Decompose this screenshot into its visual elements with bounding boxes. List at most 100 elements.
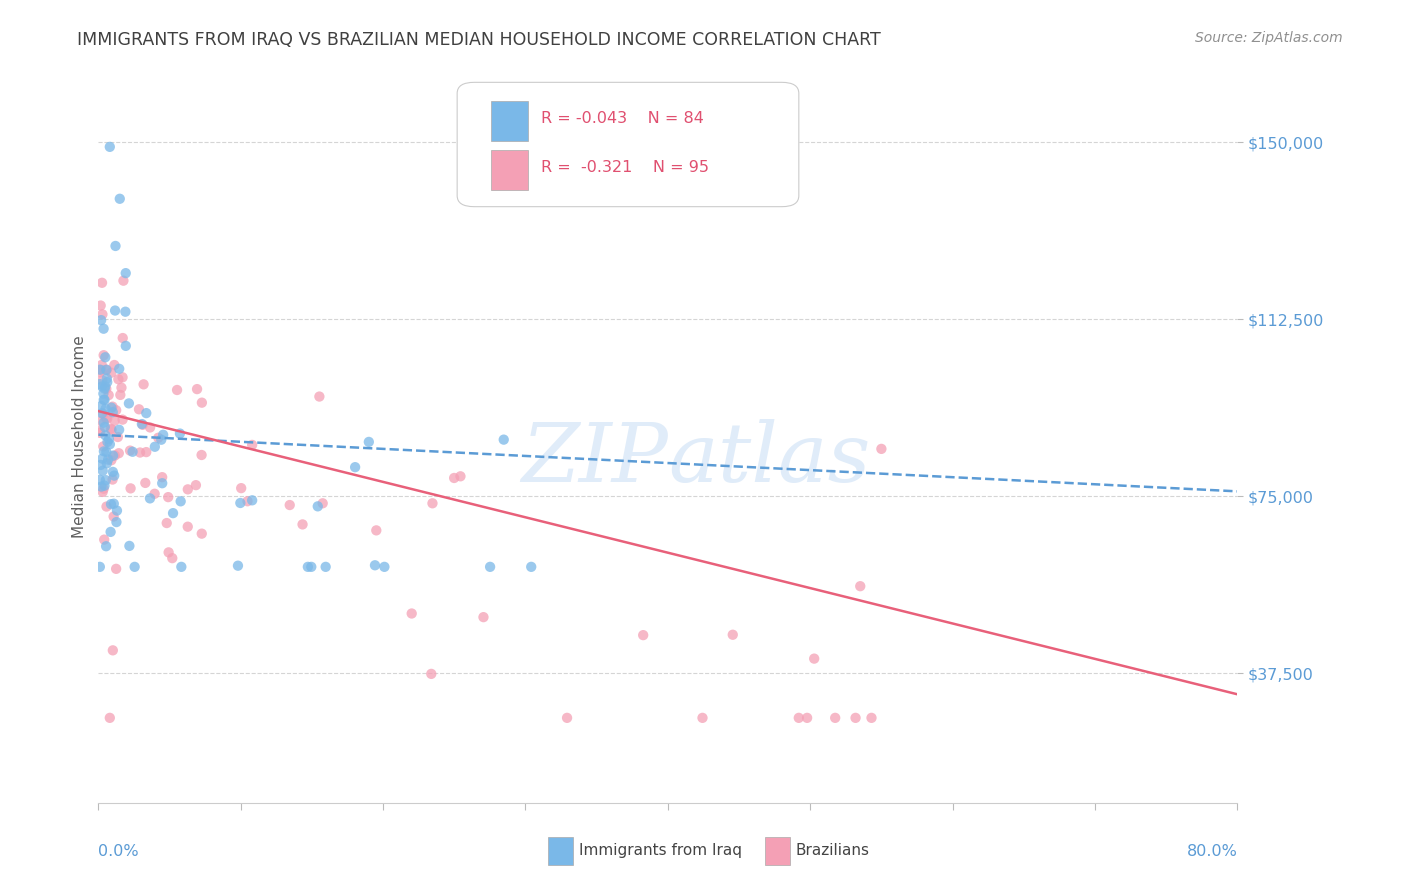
Point (91, 484, 114, 499)
Point (186, 382, 208, 396)
Point (118, 396, 141, 410)
Point (824, 711, 846, 725)
Point (100, 422, 122, 436)
Point (94, 420, 117, 434)
Point (124, 559, 146, 574)
Y-axis label: Median Household Income: Median Household Income (72, 335, 87, 539)
Point (98, 140, 121, 154)
Point (93, 482, 115, 496)
Point (97, 452, 120, 467)
Point (100, 401, 122, 415)
Point (103, 358, 125, 372)
Point (91, 451, 114, 466)
Point (231, 481, 253, 495)
Point (449, 469, 471, 483)
Point (94, 428, 117, 442)
Text: Immigrants from Iraq: Immigrants from Iraq (579, 843, 742, 858)
Point (162, 551, 184, 566)
Point (278, 498, 301, 512)
Point (312, 496, 335, 510)
Point (96, 500, 118, 514)
Point (357, 434, 380, 449)
Point (111, 370, 134, 384)
Point (121, 444, 143, 458)
Point (97, 388, 120, 402)
Point (93, 386, 115, 401)
Point (91, 407, 114, 421)
Point (139, 491, 162, 506)
Point (90, 399, 112, 413)
Point (631, 628, 654, 642)
Point (104, 303, 127, 318)
Point (120, 482, 142, 496)
Point (132, 377, 155, 392)
Bar (491, 101, 527, 141)
Point (93, 392, 115, 407)
Point (96, 363, 118, 377)
Point (143, 487, 166, 501)
Point (299, 559, 322, 574)
Point (443, 471, 465, 485)
Point (89, 425, 111, 440)
Text: ZIP: ZIP (522, 419, 668, 499)
Point (236, 494, 259, 508)
Point (93, 322, 115, 336)
Point (787, 711, 810, 725)
Point (692, 711, 714, 725)
Point (97, 432, 120, 446)
Point (114, 304, 136, 318)
Point (94, 379, 117, 393)
Point (100, 423, 122, 437)
Point (101, 405, 124, 419)
Point (152, 427, 174, 442)
Point (105, 503, 128, 517)
Point (105, 515, 128, 529)
Point (307, 500, 329, 514)
Point (94, 539, 117, 553)
Point (803, 651, 825, 665)
Point (111, 412, 134, 426)
Point (860, 711, 883, 725)
Point (89, 559, 111, 574)
Point (90, 299, 112, 313)
Point (472, 610, 495, 624)
Point (96, 434, 118, 449)
Point (401, 607, 423, 621)
Point (105, 562, 128, 576)
Point (104, 414, 127, 428)
Point (157, 490, 180, 504)
Point (156, 516, 179, 530)
Point (373, 559, 395, 574)
Point (129, 445, 152, 459)
Point (315, 559, 337, 574)
Point (91, 276, 114, 290)
Point (190, 526, 212, 541)
Point (91, 406, 114, 420)
FancyBboxPatch shape (457, 82, 799, 207)
Text: 0.0%: 0.0% (98, 845, 139, 860)
Point (184, 478, 207, 492)
Point (226, 558, 249, 573)
Point (100, 497, 122, 511)
Point (479, 559, 502, 574)
Point (103, 509, 125, 524)
Point (148, 431, 170, 445)
Point (91, 373, 114, 387)
Point (104, 239, 127, 253)
Point (114, 266, 136, 280)
Point (96, 411, 118, 425)
Point (110, 381, 132, 395)
Point (90, 363, 112, 377)
Point (101, 643, 124, 657)
Text: R =  -0.321    N = 95: R = -0.321 N = 95 (541, 161, 710, 175)
Point (91, 464, 114, 478)
Point (89, 473, 111, 487)
Point (870, 442, 893, 456)
Point (139, 420, 162, 434)
Point (291, 517, 314, 532)
Point (90, 414, 112, 428)
Point (110, 388, 132, 402)
Point (191, 395, 214, 409)
Point (134, 475, 156, 490)
Point (101, 449, 124, 463)
